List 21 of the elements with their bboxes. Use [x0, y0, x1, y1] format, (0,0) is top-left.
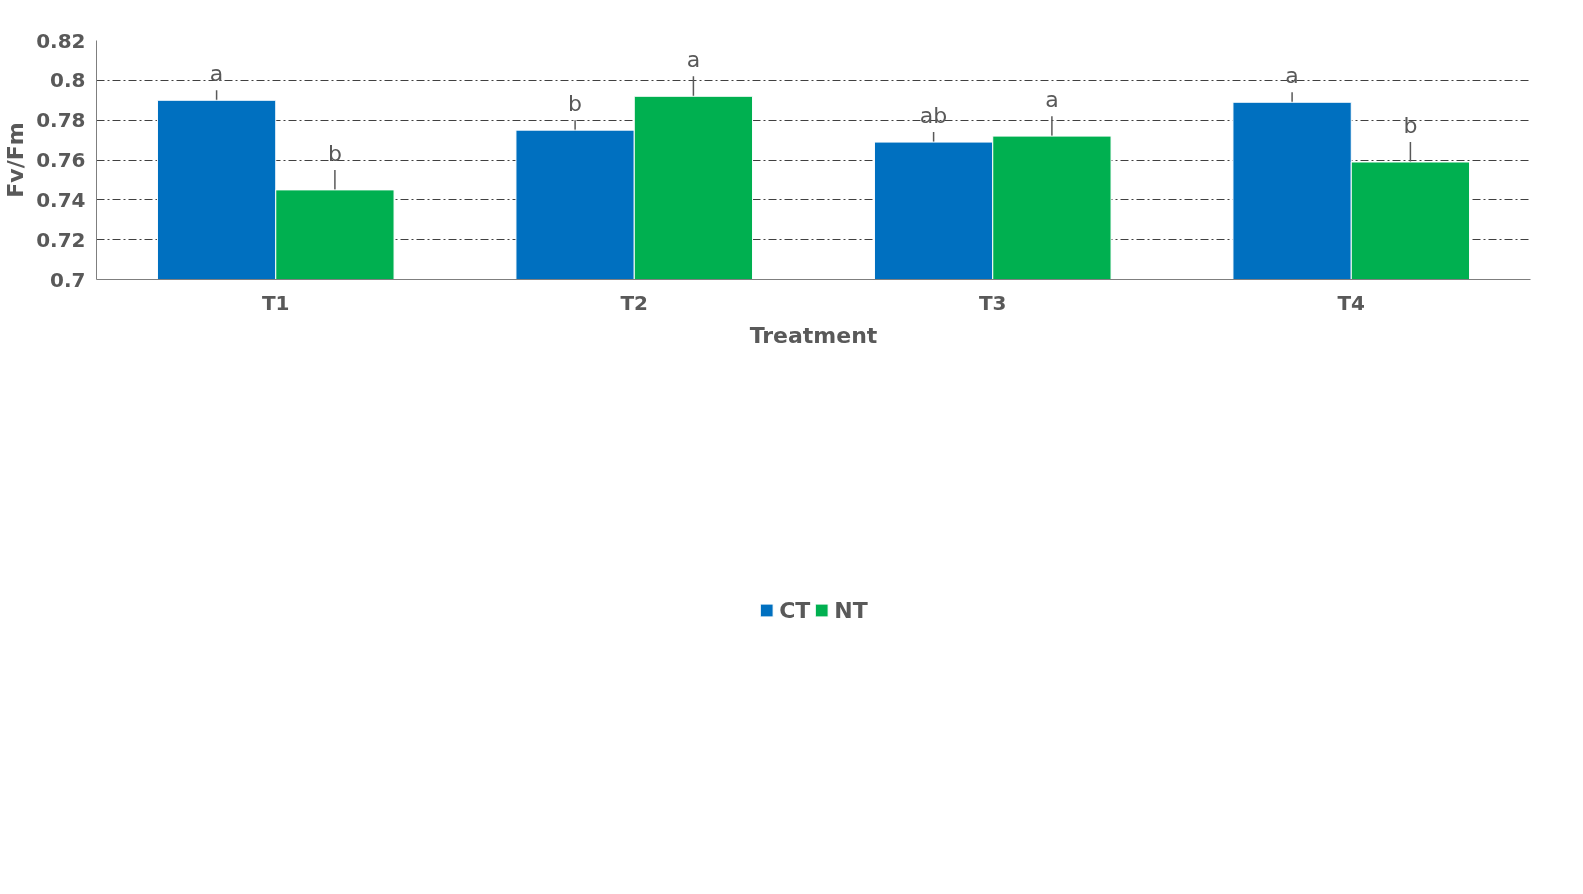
- y-tick-label: 0.8: [50, 68, 86, 93]
- x-tick-label: T1: [261, 290, 290, 315]
- x-axis-title: Treatment: [749, 322, 878, 348]
- y-tick-label: 0.72: [36, 227, 86, 252]
- y-tick-label: 0.74: [36, 187, 86, 212]
- annotation: b: [327, 140, 342, 166]
- x-tick-label: T2: [620, 290, 649, 315]
- y-axis-title: Fv/Fm: [3, 122, 29, 198]
- y-tick-label: 0.76: [36, 148, 86, 172]
- x-tick-label: T4: [1337, 290, 1366, 315]
- legend-label: CT: [779, 597, 811, 623]
- annotation: b: [568, 91, 583, 117]
- annotation: a: [1045, 87, 1059, 113]
- annotation: b: [1403, 113, 1418, 139]
- y-tick-label: 0.78: [36, 108, 86, 133]
- annotation: a: [686, 47, 701, 73]
- annotation: a: [209, 61, 224, 87]
- x-tick-label: T3: [978, 290, 1007, 315]
- y-tick-label: 0.82: [36, 28, 86, 53]
- legend-label: NT: [834, 597, 868, 623]
- y-tick-label: 0.7: [50, 267, 86, 292]
